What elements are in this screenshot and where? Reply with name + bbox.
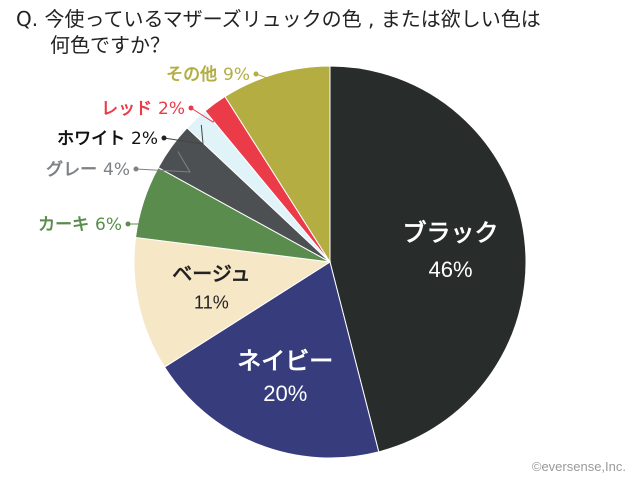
slice-8 (224, 65, 331, 264)
leader-line (135, 151, 191, 173)
copyright-text: ©eversense,Inc. (531, 459, 626, 474)
slice-3 (133, 236, 332, 368)
leader-line (190, 107, 220, 123)
leader-dot (133, 166, 139, 172)
leader-dot (125, 221, 131, 227)
slice-value-label: 6% (95, 215, 122, 235)
slice-value-label: 9% (223, 65, 250, 85)
slice-2 (163, 261, 380, 459)
leader-line (255, 73, 278, 82)
leader-line (128, 203, 259, 225)
pie-slices (133, 65, 527, 459)
slice-value-label: 2% (131, 129, 158, 149)
slice-value-label: 2% (158, 99, 185, 119)
slice-label: ネイビー (237, 347, 333, 375)
title-line-2: 何色ですか？ (50, 33, 170, 57)
slice-label: ホワイト 2% (57, 129, 158, 149)
leader-line (163, 124, 204, 145)
leader-lines (125, 71, 278, 227)
slice-value-label: 4% (103, 160, 130, 180)
slice-label: カーキ 6% (38, 215, 122, 235)
slice-label: ブラック (403, 219, 499, 247)
slice-value-label: 46% (429, 257, 473, 282)
slice-label: ベージュ (172, 262, 250, 286)
leader-dot (161, 135, 167, 141)
slice-label: グレー 4% (46, 159, 130, 180)
slice-label: レッド 2% (101, 99, 185, 119)
title-line-1: Q. 今使っているマザーズリュックの色 , または欲しい色は (16, 7, 541, 31)
slice-labels: ブラック 46% ネイビー 20% ベージュ 11% カーキ 6% グレー 4% ホワイト 2%… (38, 64, 498, 406)
chart-title: Q. 今使っているマザーズリュックの色 , または欲しい色は 何色ですか？ (16, 6, 624, 58)
slice-value-label: 20% (263, 381, 307, 406)
slice-1 (329, 65, 527, 453)
leader-dot (188, 105, 194, 111)
slice-label: その他 9% (166, 64, 250, 85)
slice-value-label: 11% (194, 293, 229, 313)
leader-dot (253, 71, 259, 77)
